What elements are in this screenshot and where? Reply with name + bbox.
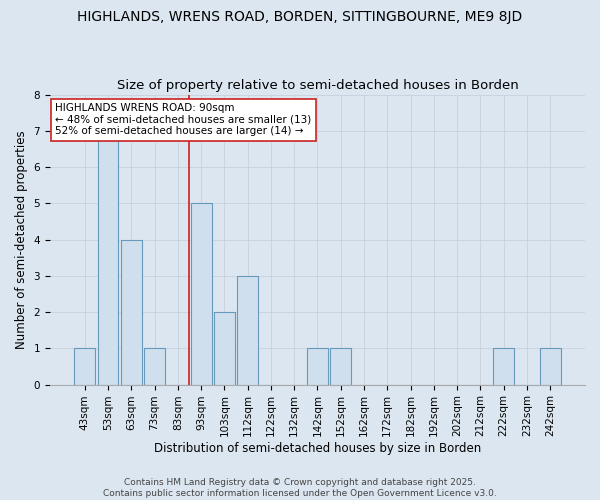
Bar xyxy=(144,348,165,384)
Bar xyxy=(98,131,118,384)
Title: Size of property relative to semi-detached houses in Borden: Size of property relative to semi-detach… xyxy=(116,79,518,92)
Bar xyxy=(307,348,328,384)
Bar xyxy=(214,312,235,384)
Text: HIGHLANDS WRENS ROAD: 90sqm
← 48% of semi-detached houses are smaller (13)
52% o: HIGHLANDS WRENS ROAD: 90sqm ← 48% of sem… xyxy=(55,104,311,136)
Bar xyxy=(493,348,514,384)
Bar xyxy=(237,276,258,384)
Bar xyxy=(330,348,351,384)
Text: Contains HM Land Registry data © Crown copyright and database right 2025.
Contai: Contains HM Land Registry data © Crown c… xyxy=(103,478,497,498)
Bar xyxy=(74,348,95,384)
Text: HIGHLANDS, WRENS ROAD, BORDEN, SITTINGBOURNE, ME9 8JD: HIGHLANDS, WRENS ROAD, BORDEN, SITTINGBO… xyxy=(77,10,523,24)
Bar xyxy=(191,204,212,384)
Y-axis label: Number of semi-detached properties: Number of semi-detached properties xyxy=(15,130,28,349)
Bar xyxy=(121,240,142,384)
Bar xyxy=(540,348,560,384)
X-axis label: Distribution of semi-detached houses by size in Borden: Distribution of semi-detached houses by … xyxy=(154,442,481,455)
